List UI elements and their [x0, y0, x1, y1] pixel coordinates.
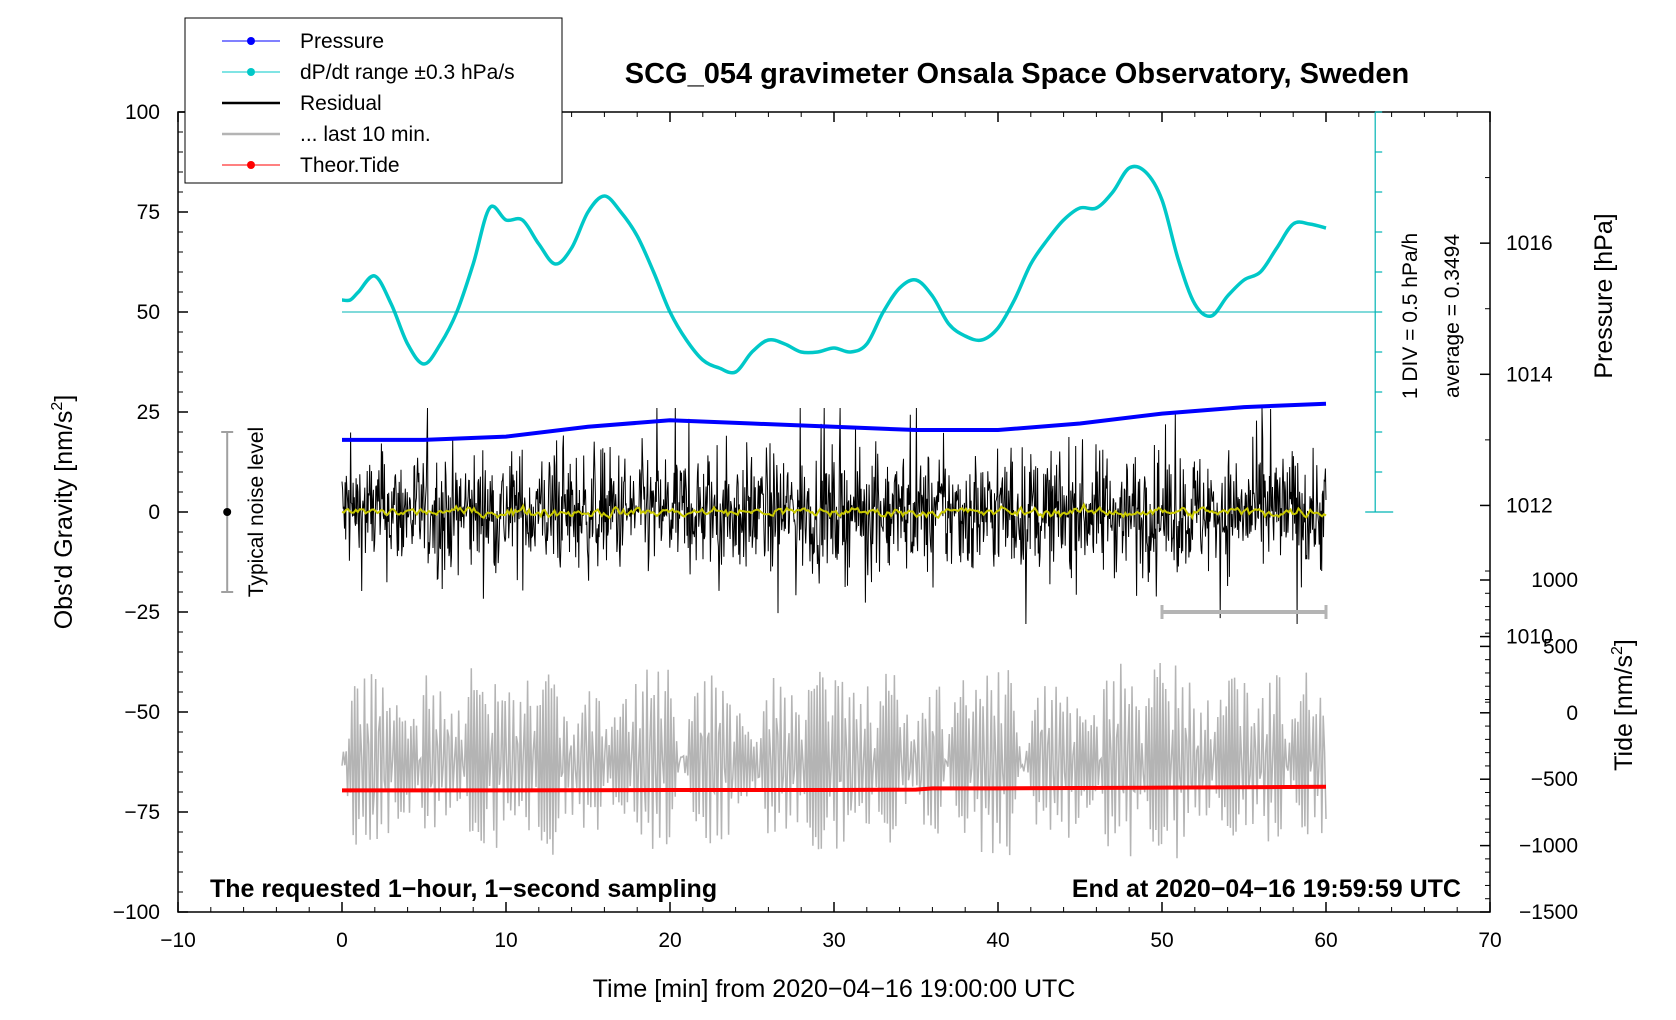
x-axis-label: Time [min] from 2020−04−16 19:00:00 UTC	[593, 975, 1076, 1003]
pressure-tick-label: 1014	[1506, 363, 1553, 386]
legend-label: Pressure	[300, 30, 384, 53]
tide-tick-label: 500	[1543, 635, 1578, 658]
chart-title: SCG_054 gravimeter Onsala Space Observat…	[625, 58, 1409, 90]
y-axis-label-tide: Tide [nm/s2]	[1609, 639, 1638, 771]
theor-tide-line	[342, 784, 1327, 793]
y-axis-label-pressure: Pressure [hPa]	[1590, 213, 1618, 378]
legend: Pressure dP/dt range ±0.3 hPa/s Residual..…	[184, 17, 563, 184]
y-tick-label: −75	[124, 801, 160, 824]
y-tick-label: 0	[148, 501, 160, 524]
last-10-min-line	[341, 662, 1327, 859]
noise-level-label: Typical noise level	[245, 427, 268, 597]
x-tick-label: 30	[822, 929, 845, 952]
data-series	[221, 164, 1328, 859]
y-tick-label: 75	[137, 201, 160, 224]
legend-label: dP/dt range ±0.3 hPa/s	[300, 61, 515, 84]
legend-label: Theor.Tide	[300, 154, 400, 177]
tide-tick-label: −1000	[1519, 835, 1578, 858]
legend-marker	[247, 161, 255, 169]
noise-bar-center	[223, 508, 232, 516]
dpdt-div-label: 1 DIV = 0.5 hPa/h	[1399, 233, 1422, 399]
x-tick-label: 0	[336, 929, 348, 952]
x-tick-label: 50	[1150, 929, 1173, 952]
annotation-end-time: End at 2020−04−16 19:59:59 UTC	[1072, 875, 1461, 903]
residual-line	[341, 407, 1327, 625]
tide-tick-label: 0	[1566, 702, 1578, 725]
legend-marker	[247, 68, 255, 76]
legend-label: Residual	[300, 92, 382, 115]
residual-smoothed-line	[341, 502, 1327, 521]
pressure-tick-label: 1012	[1506, 494, 1553, 517]
legend-label: ... last 10 min.	[300, 123, 431, 146]
pressure-line	[342, 401, 1327, 442]
dpdt-scale	[342, 111, 1394, 513]
y-tick-label: −50	[124, 701, 160, 724]
y-tick-label: 50	[137, 301, 160, 324]
x-tick-label: 10	[494, 929, 517, 952]
y-tick-label: 100	[125, 101, 160, 124]
axis-ticks: −10 0 10 20 30 40 50 60 70−100−75−50−25025507510…	[113, 101, 1578, 952]
y-tick-label: −25	[124, 601, 160, 624]
dpdt-average-label: average = 0.3494	[1441, 234, 1464, 398]
legend-box	[184, 17, 563, 184]
x-tick-label: 20	[658, 929, 681, 952]
annotation-sampling: The requested 1−hour, 1−second sampling	[210, 875, 717, 903]
pressure-tick-label: 1010	[1506, 626, 1553, 649]
legend-marker	[247, 37, 255, 45]
tide-tick-label: 1000	[1531, 569, 1578, 592]
y-axis-label-left: Obs'd Gravity [nm/s2]	[49, 395, 78, 630]
x-tick-label: 60	[1314, 929, 1337, 952]
x-tick-label: 70	[1478, 929, 1501, 952]
dpdt-line	[341, 164, 1327, 375]
pressure-tick-label: 1016	[1506, 232, 1553, 255]
tide-tick-label: −500	[1531, 768, 1578, 791]
x-tick-label: 40	[986, 929, 1009, 952]
x-tick-label: −10	[160, 929, 196, 952]
y-tick-label: −100	[113, 901, 160, 924]
tide-tick-label: −1500	[1519, 901, 1578, 924]
y-tick-label: 25	[137, 401, 160, 424]
